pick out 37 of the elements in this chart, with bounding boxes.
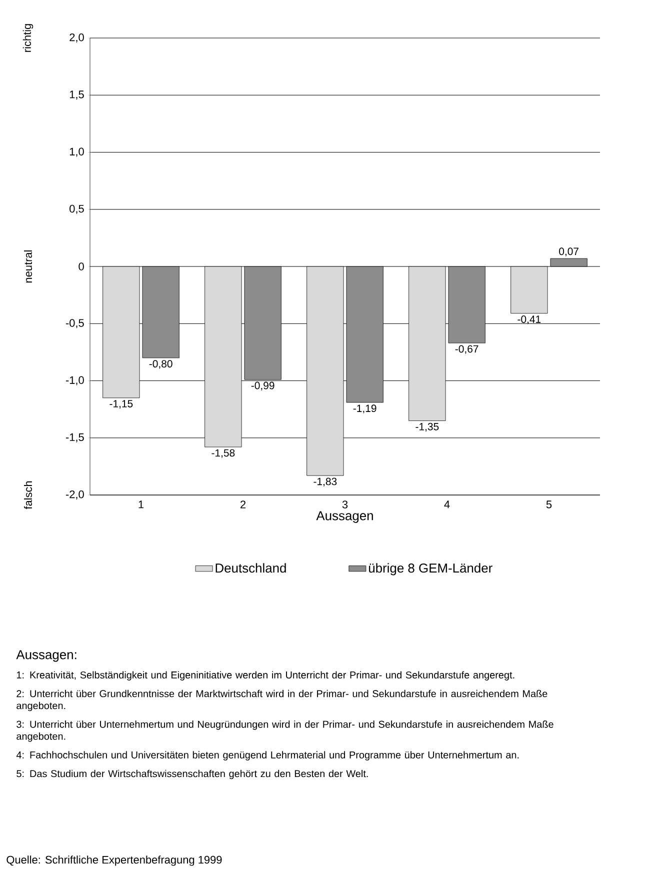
data-label: -1,15 bbox=[110, 400, 133, 409]
y-tick-label: 1,0 bbox=[70, 148, 84, 157]
y-tick-label: -0,5 bbox=[66, 319, 84, 328]
y-tick-label: -1,5 bbox=[66, 433, 84, 442]
data-label: 0,07 bbox=[559, 248, 578, 256]
x-tick-label: 1 bbox=[138, 500, 144, 508]
legend-label: übrige 8 GEM-Länder bbox=[368, 563, 492, 576]
text: 4: Fachhochschulen und Universitäten bieten genügend Lehrmaterial und Programme über Unternehmertum an. bbox=[16, 751, 519, 760]
x-tick-label: 2 bbox=[240, 500, 246, 508]
text: falsch bbox=[24, 481, 32, 510]
x-tick-label: 3 bbox=[342, 500, 348, 508]
y-tick-label: 0 bbox=[78, 262, 84, 270]
legend-label: Deutschland bbox=[216, 563, 286, 573]
x-tick-label: 4 bbox=[444, 500, 450, 508]
data-label: -0,41 bbox=[518, 316, 541, 324]
text: 2: Unterricht über Grundkenntnisse der Marktwirtschaft wird in der Primar- und Sekundarstufe in ausreichendem Maße angeboten. bbox=[16, 690, 548, 712]
data-label: -1,35 bbox=[416, 422, 439, 432]
y-tick-label: 2,0 bbox=[70, 33, 84, 43]
text: richtig bbox=[22, 24, 34, 52]
text: 1: Kreativität, Selbständigkeit und Eigeninitiative werden im Unterricht der Primar- und Sekundarstufe angeregt. bbox=[16, 671, 514, 680]
x-tick-label: 5 bbox=[546, 500, 552, 508]
data-label: -0,99 bbox=[251, 382, 274, 390]
data-label: -1,58 bbox=[212, 449, 235, 458]
data-label: -1,83 bbox=[314, 478, 337, 486]
text: neutral bbox=[24, 250, 32, 283]
source-note: Quelle: Schriftliche Expertenbefragung 1999 bbox=[6, 856, 222, 866]
y-tick-label: 1,5 bbox=[70, 90, 84, 100]
text: Aussagen: bbox=[16, 650, 76, 662]
y-tick-label: -1,0 bbox=[66, 376, 84, 386]
data-label: -0,67 bbox=[455, 345, 478, 354]
y-tick-label: 0,5 bbox=[70, 204, 84, 214]
x-axis-title: Aussagen bbox=[316, 511, 373, 523]
text: 3: Unterricht über Unternehmertum und Neugründungen wird in der Primar- und Sekundarstufe in ausreichendem Maße angeboten. bbox=[16, 720, 554, 742]
data-label: -0,80 bbox=[149, 360, 172, 369]
text: 5: Das Studium der Wirtschaftswissenschaften gehört zu den Besten der Welt. bbox=[16, 770, 368, 780]
data-label: -1,19 bbox=[353, 404, 376, 414]
y-tick-label: -2,0 bbox=[66, 490, 84, 500]
